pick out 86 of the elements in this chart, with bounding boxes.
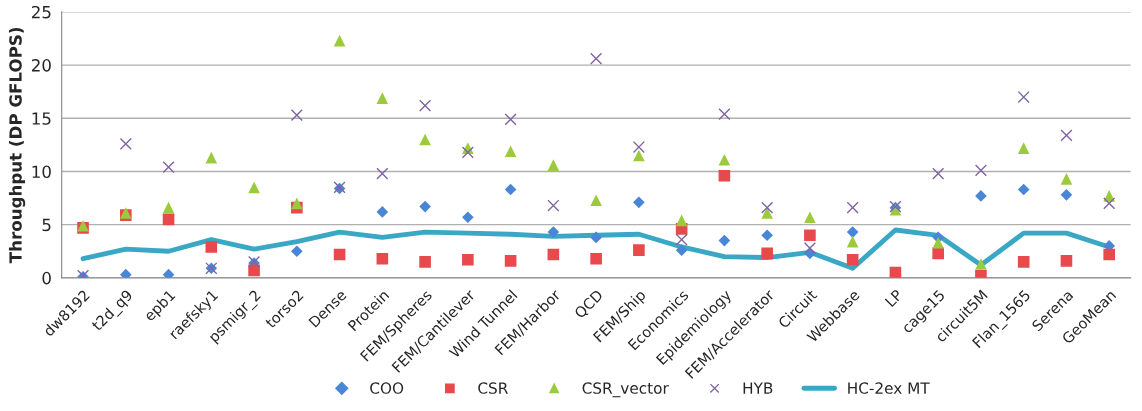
point: [675, 244, 688, 256]
point: [846, 226, 859, 238]
point: [419, 256, 431, 268]
point: [761, 201, 774, 214]
point: [1103, 248, 1116, 261]
legend-label: COO: [370, 382, 404, 394]
point: [804, 211, 816, 224]
legend-label: HC-2ex MT: [848, 382, 930, 394]
point: [291, 197, 303, 210]
y-tick-label: 5: [42, 218, 51, 232]
point: [1017, 90, 1030, 104]
point: [376, 252, 389, 265]
point: [718, 153, 731, 166]
point: [761, 207, 773, 219]
point: [590, 194, 602, 206]
point: [205, 241, 218, 253]
point: [590, 231, 602, 244]
point: [376, 92, 389, 104]
point: [633, 196, 645, 209]
point: [633, 149, 645, 162]
point: [1060, 255, 1073, 267]
point: [932, 167, 945, 180]
point: [718, 169, 731, 182]
y-tick-label: 10: [32, 165, 51, 179]
y-tick-label: 20: [31, 59, 51, 72]
point: [974, 164, 988, 177]
point: [547, 159, 560, 171]
legend-label: CSR_vector: [582, 382, 669, 398]
point: [248, 264, 260, 277]
y-tick-label: 15: [32, 112, 51, 125]
point: [462, 211, 474, 224]
x-tick-label: LP: [884, 288, 903, 308]
point: [1017, 183, 1030, 196]
point: [1060, 173, 1073, 185]
point: [804, 229, 816, 242]
point: [932, 236, 944, 249]
point: [547, 199, 560, 212]
point: [633, 244, 645, 256]
point: [1017, 142, 1030, 154]
y-tick-label: 0: [42, 271, 51, 285]
point: [675, 214, 688, 227]
point: [419, 200, 431, 213]
point: [504, 145, 517, 158]
point: [162, 213, 175, 226]
point: [333, 34, 346, 47]
point: [248, 181, 260, 194]
point: [162, 268, 175, 278]
point: [504, 255, 517, 267]
point: [590, 252, 602, 265]
point: [119, 137, 132, 150]
point: [205, 151, 218, 164]
point: [761, 247, 773, 260]
point: [333, 248, 346, 261]
point: [547, 248, 560, 261]
y-tick-label: 25: [31, 5, 51, 19]
point: [1060, 129, 1073, 142]
point: [504, 113, 517, 126]
point: [162, 201, 175, 214]
point: [846, 235, 859, 248]
point: [1017, 256, 1030, 268]
legend-label: CSR: [478, 382, 508, 394]
point: [291, 245, 303, 258]
point: [290, 109, 303, 122]
point: [590, 52, 603, 65]
point: [632, 140, 645, 154]
point: [462, 253, 474, 266]
point: [461, 146, 474, 159]
point: [376, 206, 389, 218]
y-axis-title: Throughput (DP GFLOPS): [8, 27, 26, 264]
point: [846, 201, 859, 214]
point: [675, 233, 688, 246]
point: [846, 253, 859, 266]
point: [419, 99, 432, 112]
point: [803, 241, 816, 255]
point: [761, 229, 773, 242]
legend-label: HYB: [743, 382, 773, 394]
point: [975, 258, 987, 270]
point: [504, 183, 517, 196]
point: [1103, 197, 1116, 210]
point: [718, 107, 731, 121]
point: [162, 161, 175, 174]
point: [119, 268, 132, 278]
point: [1060, 189, 1073, 201]
point: [376, 167, 389, 180]
point: [547, 226, 560, 238]
point: [718, 234, 731, 247]
